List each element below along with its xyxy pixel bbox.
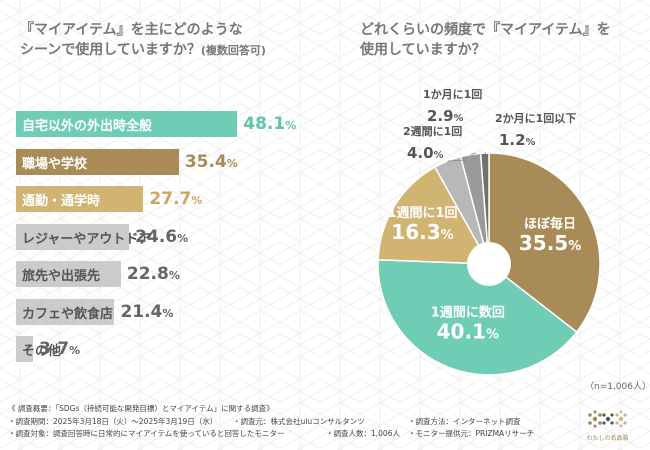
- pie-category-label: 1週間に1回: [387, 206, 457, 221]
- bar-row: 自宅以外の外出時全般 48.1%: [16, 111, 346, 137]
- pie-chart: ほぼ毎日 35.5% 1週間に数回 40.1% 1週間に1回 16.3% 2週間に1回 4.0…: [370, 80, 650, 390]
- bar-row: 通勤・通学時 27.7%: [16, 186, 346, 212]
- bar-row: カフェや飲食店 21.4%: [16, 298, 346, 325]
- bar-value-label: 22.8%: [126, 264, 180, 284]
- bar-row: 旅先や出張先 22.8%: [16, 261, 346, 287]
- flower-logo-icon: [588, 410, 627, 428]
- pie-category-label: 2週間に1回: [403, 124, 462, 138]
- footer-heading: 《 調査概要：「SDGs（持続可能な開発目標）とマイアイテム」に関する調査》: [8, 404, 274, 413]
- bar-title-note: (複数回答可): [200, 44, 266, 57]
- bar-value-label: 48.1%: [243, 114, 297, 134]
- pie-category-label: 1か月に1回: [423, 87, 482, 101]
- bar-value-label: 21.4%: [120, 301, 174, 322]
- pie-slice-2: [377, 259, 578, 376]
- footer-target: ・調査対象：調査回答時に日常的にマイアイテムを使っていると回答したモニター: [8, 429, 285, 438]
- bar-category-label: レジャーやアウトドア: [22, 231, 152, 247]
- pie-value-label: 1.2%: [499, 131, 536, 149]
- pie-category-label: ほぼ毎日: [524, 216, 576, 232]
- bar-category-label: カフェや飲食店: [22, 306, 114, 322]
- bar-chart: 自宅以外の外出時全般 48.1% 職場や学校 35.4% 通勤・通学時 27.7% レジャー…: [16, 111, 346, 374]
- pie-leader-line: [470, 152, 477, 155]
- logo-text: わたしの名品箱: [586, 435, 629, 442]
- bar-chart-title: 『マイアイテム』を主にどのような シーンで使用していますか？(複数回答可): [20, 20, 340, 61]
- bar-4: [16, 223, 130, 250]
- bar-category-label: 職場や学校: [22, 156, 88, 172]
- brand-logo: わたしの名品箱: [575, 405, 640, 447]
- pie-value-label: 2.9%: [427, 107, 464, 125]
- bar-category-label: その他: [22, 344, 62, 359]
- bar-1: [16, 111, 238, 137]
- bar-category-label: 通勤・通学時: [22, 194, 101, 209]
- survey-footer: 《 調査概要：「SDGs（持続可能な開発目標）とマイアイテム」に関する調査》 ・…: [8, 403, 568, 441]
- pie-title-line2: 使用していますか？: [360, 42, 486, 58]
- bar-value-label: 35.4%: [184, 151, 238, 172]
- bar-value-label: 24.6%: [135, 226, 189, 247]
- pie-category-label: 1週間に数回: [431, 304, 505, 320]
- bar-5: [16, 261, 121, 287]
- pie-center-hole: [467, 242, 511, 286]
- bar-row: 職場や学校 35.4%: [16, 148, 346, 175]
- bar-value-label: 27.7%: [149, 189, 203, 209]
- bar-value-label: 3.7%: [39, 339, 81, 359]
- bar-7: [16, 336, 34, 362]
- footer-count: ・調査人数：1,006人: [326, 429, 400, 438]
- pie-category-label: 2か月に1回以下: [495, 111, 576, 125]
- footer-provider: ・モニター提供元：PRIZMAリサーチ: [408, 429, 535, 438]
- pie-title-line1: どれくらいの頻度で『マイアイテム』を: [360, 22, 611, 38]
- bar-3: [16, 186, 144, 212]
- pie-chart-svg: ほぼ毎日35.5%1週間に数回40.1%1週間に1回16.3%2週間に1回4.0…: [377, 87, 601, 376]
- bar-row: その他 3.7%: [16, 336, 346, 362]
- bar-title-line1: 『マイアイテム』を主にどのような: [20, 22, 243, 38]
- pie-slice-3: [377, 166, 491, 265]
- sample-size-note: （n=1,006人）: [585, 382, 650, 392]
- bar-title-line2: シーンで使用していますか？: [20, 42, 201, 58]
- pie-value-label: 4.0%: [407, 144, 444, 162]
- bar-category-label: 旅先や出張先: [22, 269, 101, 284]
- bar-2: [16, 148, 179, 175]
- footer-method: ・調査方法：インターネット調査: [408, 416, 521, 426]
- pie-leader-line: [447, 159, 466, 162]
- bar-row: レジャーやアウトドア 24.6%: [16, 223, 346, 250]
- footer-company: ・調査元：株式会社uluコンサルタンツ: [233, 416, 365, 426]
- pie-slice-1: [488, 152, 601, 334]
- footer-period: ・調査期間：2025年3月18日（火）～2025年3月19日（水）: [8, 416, 218, 426]
- pie-chart-title: どれくらいの頻度で『マイアイテム』を 使用していますか？: [360, 20, 640, 60]
- bar-6: [16, 298, 115, 325]
- bar-category-label: 自宅以外の外出時全般: [22, 119, 153, 134]
